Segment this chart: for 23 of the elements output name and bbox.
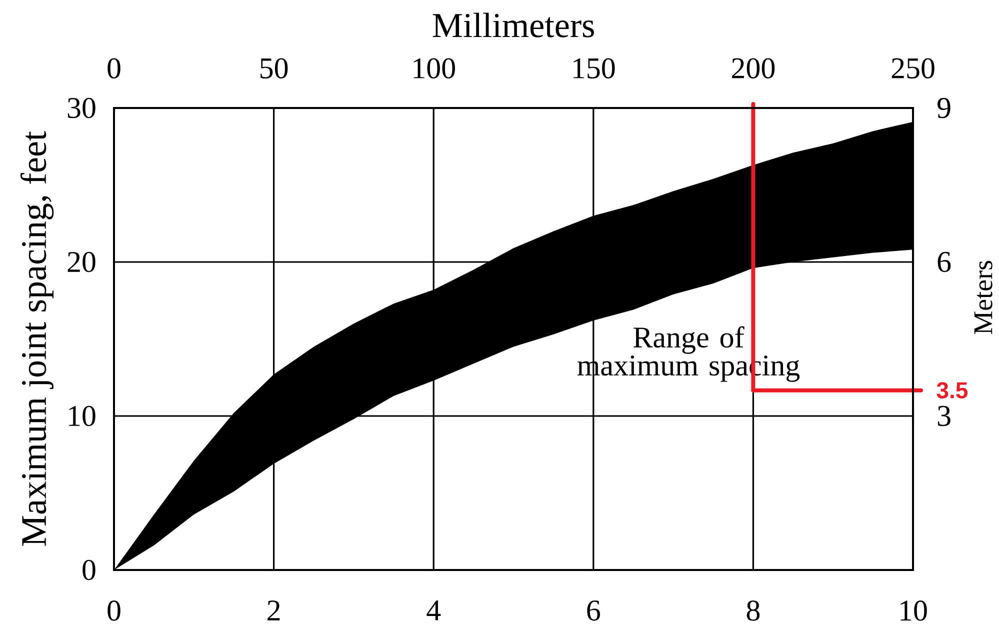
y-tick-label: 0 <box>82 560 96 580</box>
y2-axis-title: Meters <box>974 260 992 334</box>
x2-tick-label: 250 <box>892 58 934 78</box>
x-tick-label: 6 <box>587 600 600 621</box>
x2-tick-label: 150 <box>574 58 615 78</box>
x-tick-label: 10 <box>900 600 927 621</box>
y-tick-label: 10 <box>69 406 96 426</box>
x2-tick-label: 200 <box>732 58 775 78</box>
x-tick-label: 4 <box>426 600 441 620</box>
x2-tick-label: 0 <box>108 58 120 78</box>
y-axis-title: Maximum joint spacing, feet <box>20 131 54 546</box>
x-tick-label: 8 <box>746 600 760 621</box>
x-tick-label: 2 <box>268 600 280 620</box>
y2-tick-label: 3 <box>938 406 950 426</box>
x2-tick-label: 100 <box>414 58 455 78</box>
x2-tick-label: 50 <box>260 58 288 78</box>
y-tick-label: 20 <box>68 252 96 272</box>
x2-axis-title: Millimeters <box>432 12 594 38</box>
ref-line-label: 3.5 <box>936 382 968 398</box>
y2-tick-label: 6 <box>938 252 951 272</box>
x-tick-label: 0 <box>108 600 120 621</box>
y-tick-label: 30 <box>68 98 96 118</box>
y2-tick-label: 9 <box>938 98 950 118</box>
